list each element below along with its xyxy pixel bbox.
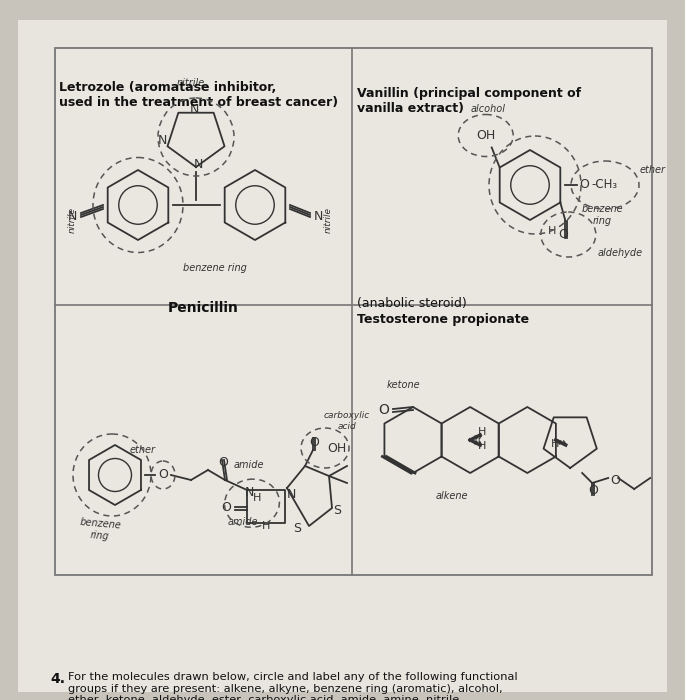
Text: OH: OH — [327, 442, 346, 454]
Bar — [55, 48, 652, 575]
Text: ketone: ketone — [386, 380, 420, 390]
Text: 4.: 4. — [50, 672, 65, 686]
Text: alcohol: alcohol — [470, 104, 506, 115]
Text: amide: amide — [227, 517, 258, 527]
Text: amide: amide — [234, 460, 264, 470]
Text: benzene
ring: benzene ring — [78, 517, 122, 542]
Text: benzene
ring: benzene ring — [581, 204, 623, 226]
Text: -CH₃: -CH₃ — [591, 178, 617, 192]
Text: ether: ether — [640, 165, 666, 175]
Text: nitrile: nitrile — [323, 207, 332, 233]
Text: N: N — [245, 486, 253, 498]
Text: N: N — [193, 158, 203, 171]
Text: (anabolic steroid): (anabolic steroid) — [357, 297, 466, 310]
Text: N: N — [189, 103, 199, 116]
Text: S: S — [293, 522, 301, 535]
Text: O: O — [378, 403, 389, 417]
Text: N: N — [314, 211, 323, 223]
Text: benzene ring: benzene ring — [183, 263, 247, 273]
Text: O: O — [558, 228, 569, 241]
Text: Letrozole (aromatase inhibitor,
used in the treatment of breast cancer): Letrozole (aromatase inhibitor, used in … — [59, 81, 338, 109]
FancyBboxPatch shape — [18, 20, 667, 692]
Text: carboxylic
acid: carboxylic acid — [324, 412, 370, 430]
Text: H: H — [551, 439, 559, 449]
Text: H: H — [548, 225, 556, 235]
Text: N: N — [287, 488, 297, 501]
Text: aldehyde: aldehyde — [598, 248, 643, 258]
Text: O: O — [218, 456, 228, 469]
Text: OH: OH — [476, 129, 495, 142]
Text: S: S — [333, 503, 341, 517]
Text: Testosterone propionate: Testosterone propionate — [357, 313, 529, 326]
Text: ether: ether — [130, 445, 156, 455]
Text: N: N — [158, 134, 168, 148]
Text: nitrile: nitrile — [68, 207, 77, 233]
Text: H: H — [253, 493, 261, 503]
Text: alkene: alkene — [436, 491, 469, 501]
Text: O: O — [221, 501, 231, 514]
Text: O: O — [309, 436, 319, 449]
Text: For the molecules drawn below, circle and label any of the following functional
: For the molecules drawn below, circle an… — [68, 672, 518, 700]
Text: H: H — [262, 521, 270, 531]
Text: O: O — [588, 484, 598, 497]
Text: O: O — [579, 178, 589, 192]
Text: Vanillin (principal component of
vanilla extract): Vanillin (principal component of vanilla… — [357, 87, 581, 115]
Text: nitrile: nitrile — [177, 78, 205, 88]
Text: H: H — [478, 441, 486, 451]
Text: H: H — [478, 427, 486, 437]
Text: Penicillin: Penicillin — [168, 301, 238, 315]
Text: O: O — [610, 473, 620, 486]
Text: N: N — [68, 211, 77, 223]
Text: O: O — [158, 468, 168, 482]
